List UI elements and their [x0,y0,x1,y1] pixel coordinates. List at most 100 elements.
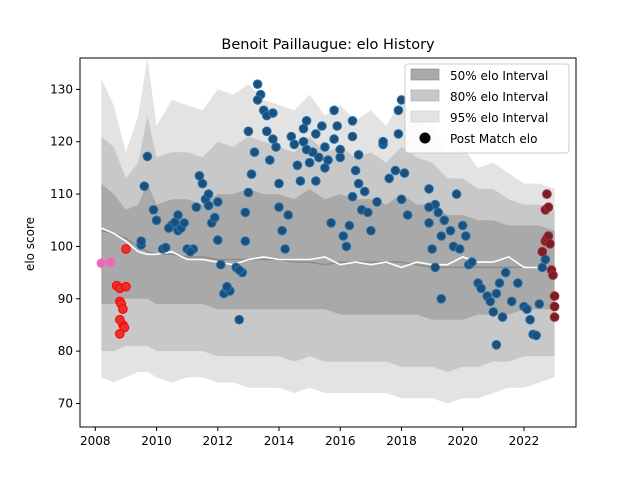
x-tick-label: 2014 [264,434,295,448]
data-point [329,105,339,116]
data-point [136,236,146,246]
data-point [531,330,542,341]
data-point [249,147,260,157]
data-point [542,189,552,199]
data-point [213,197,223,207]
data-point [164,223,174,233]
data-point [488,307,499,317]
data-point [185,246,195,257]
data-point [213,235,223,245]
data-point [274,178,284,189]
y-axis: 70 80 90 100 110 120 130 [50,82,80,410]
x-tick-label: 2018 [386,434,417,448]
x-tick-label: 2010 [141,434,172,448]
data-point [240,207,251,218]
data-point [537,262,548,273]
data-point [332,121,343,131]
data-point [301,144,312,155]
data-point [506,296,517,307]
data-point [252,79,263,89]
y-tick-label: 90 [58,292,73,306]
data-point [243,187,254,198]
data-point [304,157,315,168]
legend-label-post-match: Post Match elo [450,132,537,146]
data-point [347,116,358,126]
data-point [298,123,309,134]
data-point [151,215,162,226]
legend-frame [404,63,570,154]
legend-swatch-50 [410,68,440,81]
y-tick-label: 70 [58,396,73,410]
data-point [280,244,290,254]
data-point [338,231,349,241]
data-point [534,299,545,309]
data-point [451,189,462,199]
data-point [341,241,352,252]
data-point [548,270,558,281]
data-point [222,281,232,292]
legend-label-50: 50% elo Interval [450,69,548,83]
data-point [292,160,303,171]
data-point [372,197,382,207]
data-point [301,116,312,126]
data-point [347,191,358,202]
data-point [347,131,358,142]
data-point [344,220,355,231]
data-point [436,294,447,304]
data-point [393,105,404,116]
data-point [491,288,502,299]
data-point [522,304,532,315]
x-tick-label: 2008 [80,434,111,448]
series-start [96,257,116,269]
legend-marker-post-match [419,132,431,144]
data-point [454,244,465,254]
data-point [350,165,361,176]
data-point [311,129,321,139]
legend-swatch-95 [410,110,440,123]
data-point [179,218,189,228]
data-point [445,225,456,236]
data-point [326,218,336,228]
data-point [148,205,159,215]
data-point [246,169,257,179]
data-point [268,108,278,118]
data-point [467,257,477,267]
data-point [160,242,171,253]
data-point [359,186,370,197]
data-point [203,200,214,211]
data-point [545,239,555,249]
data-point [393,129,404,139]
data-point [329,134,339,144]
data-point [173,210,183,220]
x-tick-label: 2020 [447,434,478,448]
data-point [311,176,321,186]
x-tick-label: 2012 [203,434,234,448]
data-point [142,151,153,162]
data-point [384,173,395,184]
series-post-match-elo [136,79,551,350]
data-point [424,218,434,228]
data-point [115,314,125,325]
data-point [439,215,450,226]
data-point [543,231,554,241]
data-point [317,121,327,131]
data-point [399,168,410,178]
data-point [549,291,560,301]
data-point [139,181,150,191]
data-point [121,281,131,292]
data-point [537,246,548,257]
series-early [111,244,131,339]
data-point [96,258,107,269]
data-point [320,142,330,152]
data-point [320,163,330,173]
data-point [485,296,496,307]
data-point [105,257,116,267]
data-point [118,304,128,315]
data-point [396,194,407,205]
data-point [271,142,281,152]
series-recent [537,189,560,322]
data-point [121,244,131,254]
y-tick-label: 110 [50,187,73,201]
data-point [203,189,214,199]
